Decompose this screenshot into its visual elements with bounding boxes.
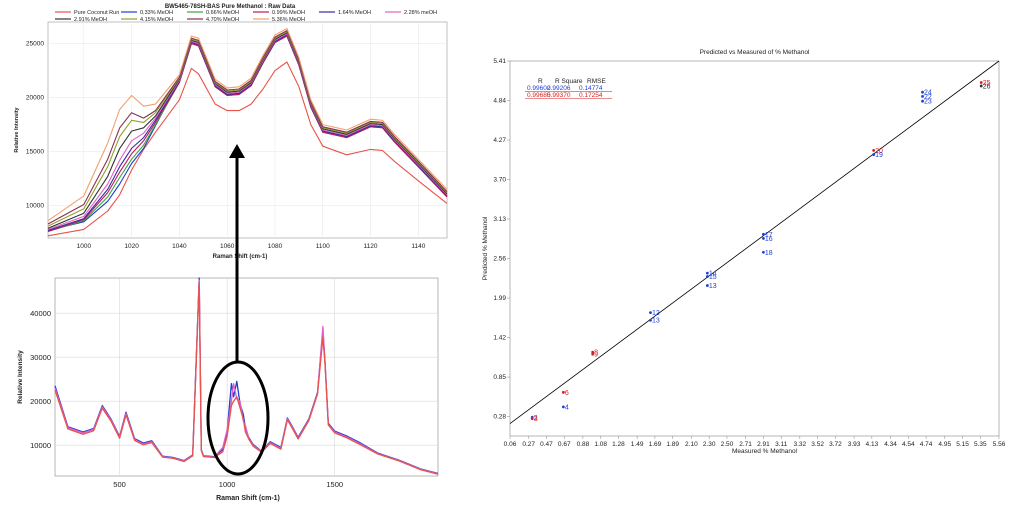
data-point-label: 15 (709, 274, 717, 281)
y-tick-label: 3.13 (493, 216, 506, 223)
x-tick-label: 4.54 (902, 441, 915, 448)
x-tick-label: 3.52 (811, 441, 824, 448)
x-tick-label: 1.28 (612, 441, 625, 448)
stats-value: 0.14774 (579, 85, 603, 92)
y-tick-label: 5.41 (493, 58, 506, 65)
chart-title: Predicted vs Measured of % Methanol (700, 49, 810, 56)
x-tick-label: 5.35 (974, 441, 987, 448)
data-point-label: 12 (652, 310, 660, 317)
data-point-label: 4 (565, 404, 569, 411)
data-point-label: 19 (875, 152, 883, 159)
stats-header: R Square (555, 78, 583, 85)
x-tick-label: 3.32 (794, 441, 807, 448)
y-tick-label: 1.99 (493, 295, 506, 302)
data-point-label: 6 (565, 390, 569, 397)
x-tick-label: 0.88 (577, 441, 590, 448)
plot-frame (510, 61, 999, 436)
stats-header: RMSE (587, 78, 606, 85)
x-tick-label: 1.49 (631, 441, 644, 448)
stats-header: R (538, 78, 543, 85)
y-tick-label: 0.28 (493, 414, 506, 421)
annotation-overlay (0, 0, 460, 512)
stats-value: 0.99206 (547, 85, 571, 92)
x-tick-label: 4.95 (938, 441, 951, 448)
data-point-label: 9 (594, 352, 598, 359)
predicted-vs-measured-chart: Predicted vs Measured of % Methanol 0.06 0… (462, 44, 1017, 456)
y-tick-label: 3.70 (493, 177, 506, 184)
x-tick-label: 4.13 (866, 441, 879, 448)
x-tick-label: 2.30 (703, 441, 716, 448)
x-tick-label: 4.74 (920, 441, 933, 448)
x-tick-label: 3.11 (775, 441, 788, 448)
x-tick-label: 1.08 (594, 441, 607, 448)
x-tick-label: 0.27 (522, 441, 535, 448)
x-tick-label: 4.34 (884, 441, 897, 448)
data-point-label: 13 (709, 283, 717, 290)
x-tick-label: 0.06 (504, 441, 517, 448)
data-point-label: 18 (765, 250, 773, 257)
data-point-label: 16 (765, 236, 773, 243)
x-tick-label: 2.50 (721, 441, 734, 448)
y-axis-label: Predicted % Methanol (482, 216, 489, 280)
x-axis-label: Measured % Methanol (732, 448, 798, 455)
y-tick-label: 4.84 (493, 98, 506, 105)
annotation-arrow-head (229, 144, 245, 158)
fit-line (510, 61, 999, 424)
y-tick-label: 4.27 (493, 137, 506, 144)
stats-value: 0.99370 (547, 92, 571, 99)
x-tick-label: 3.93 (848, 441, 861, 448)
y-tick-label: 0.85 (493, 374, 506, 381)
x-tick-label: 0.47 (540, 441, 553, 448)
x-tick-label: 1.69 (649, 441, 662, 448)
x-tick-label: 5.15 (956, 441, 969, 448)
x-tick-label: 0.67 (558, 441, 571, 448)
x-tick-label: 2.91 (757, 441, 770, 448)
x-tick-label: 1.89 (666, 441, 679, 448)
x-tick-label: 5.56 (993, 441, 1006, 448)
data-point-label: 26 (983, 83, 991, 90)
x-tick-label: 2.10 (685, 441, 698, 448)
data-point-label: 23 (924, 99, 932, 106)
stats-value: 0.17254 (579, 92, 603, 99)
annotation-highlight-ellipse (208, 362, 268, 474)
data-point-label: 3 (534, 416, 538, 423)
y-tick-label: 1.42 (493, 335, 506, 342)
data-point-label: 13 (652, 318, 660, 325)
x-tick-label: 2.71 (739, 441, 752, 448)
x-tick-label: 3.72 (829, 441, 842, 448)
y-tick-label: 2.56 (493, 256, 506, 263)
